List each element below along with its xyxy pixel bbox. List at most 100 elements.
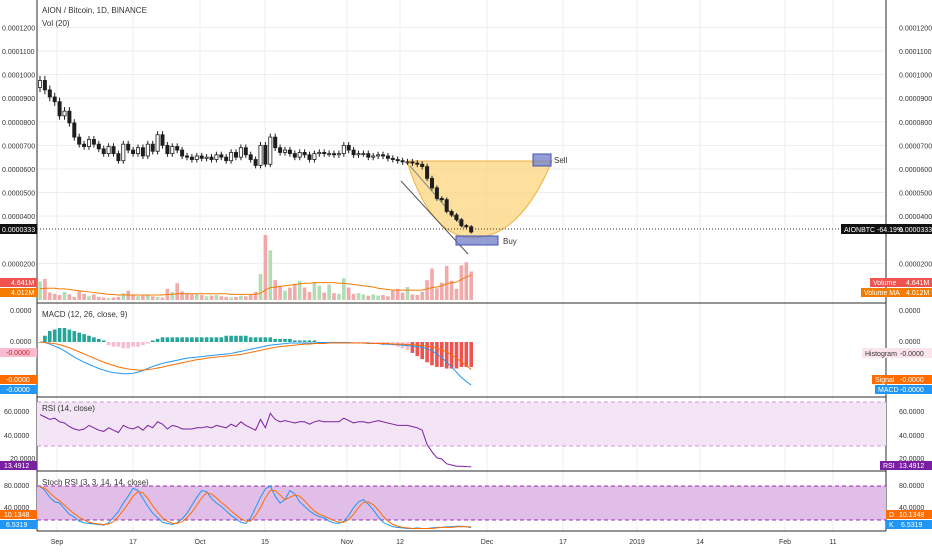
time-axis[interactable]: Sep 17 Oct 15 Nov 12 Dec 17 2019 14 Feb 11 — [51, 539, 837, 546]
candle-body — [248, 154, 253, 160]
volume-bar — [155, 296, 160, 300]
candle-body — [268, 136, 273, 165]
candle-body — [361, 153, 366, 156]
macd-hist-bar — [52, 329, 57, 342]
time-label-7: 17 — [559, 539, 567, 546]
time-label-9: 14 — [696, 539, 704, 546]
candle-body — [307, 154, 312, 160]
volume-bar — [131, 294, 135, 300]
stoch-d-line — [39, 486, 472, 529]
candle-body — [444, 199, 449, 212]
macd-hist-bar — [190, 337, 194, 342]
macd-hist-bar — [288, 338, 292, 342]
volume-bar — [175, 283, 179, 300]
candle-body — [209, 156, 214, 160]
histogram-badge — [862, 348, 932, 358]
symbol-badge-text: AIONBTC -64.19% — [844, 227, 903, 234]
macd-right-tick-2: 0.0000 — [899, 339, 921, 346]
volume-badge-right — [870, 278, 932, 287]
candle-body — [135, 147, 140, 155]
volume-bar — [288, 287, 292, 300]
candle-body — [106, 146, 111, 155]
symbol-badge — [841, 224, 932, 234]
sell-label: Sell — [554, 156, 568, 165]
volume-bar — [239, 295, 243, 300]
macd-hist-bar — [273, 338, 277, 342]
sell-box[interactable] — [532, 153, 552, 167]
candle-body — [459, 219, 464, 226]
volume-bar — [415, 295, 420, 300]
volume-bar — [430, 268, 434, 300]
volume-bar — [405, 286, 410, 300]
volume-bar — [312, 282, 317, 300]
stoch-k-value-right: 6.5319 — [901, 522, 923, 529]
stoch-tick-80-right: 80.0000 — [899, 483, 924, 490]
macd-hist-bar — [415, 342, 420, 357]
rsi-tick-60-right: 60.0000 — [899, 409, 924, 416]
price-tick-left-0: 0.0001200 — [2, 25, 35, 32]
macd-hist-bar — [278, 338, 282, 342]
buy-box[interactable] — [455, 235, 499, 246]
rsi-title: RSI (14, close) — [42, 404, 95, 413]
macd-hist-bar — [160, 337, 165, 342]
candle-body — [449, 211, 454, 216]
volume-value-right: 4.641M — [906, 280, 930, 287]
time-label-10: Feb — [779, 539, 791, 546]
candle-body — [317, 152, 322, 155]
macd-hist-bar — [376, 342, 380, 344]
candle-body — [434, 187, 439, 199]
candlestick-series[interactable] — [38, 75, 474, 234]
volume-bar — [121, 293, 126, 300]
rsi-value-right: 13.4912 — [899, 463, 924, 470]
candle-body — [273, 136, 278, 149]
candle-body — [229, 152, 234, 162]
macd-hist-bar — [440, 342, 444, 367]
volume-bar — [97, 296, 101, 300]
macd-line — [39, 341, 472, 386]
candle-body — [184, 155, 189, 158]
candle-body — [312, 153, 317, 160]
candle-body — [238, 147, 243, 158]
candle-body — [282, 149, 287, 153]
macd-hist-bar — [121, 342, 126, 349]
candle-body — [165, 144, 170, 155]
volume-bar — [283, 290, 287, 300]
price-tick-right-9: 0.0000200 — [899, 261, 932, 268]
candle-body — [464, 225, 469, 228]
stoch-title: Stoch RSI (3, 3, 14, 14, close) — [42, 478, 149, 487]
candle-body — [405, 161, 410, 164]
macd-hist-bar — [410, 342, 415, 353]
macd-hist-bar — [268, 337, 273, 342]
rsi-tick-20-right: 20.0000 — [899, 456, 924, 463]
volume-bar — [449, 280, 454, 300]
volume-bar — [38, 281, 42, 300]
volume-bars — [38, 234, 473, 300]
candle-body — [331, 153, 336, 156]
macd-hist-bar — [391, 342, 395, 346]
stoch-d-badge-right — [886, 510, 932, 519]
macd-hist-bar — [199, 337, 204, 342]
candle-body — [42, 80, 47, 91]
macd-hist-bar — [62, 327, 67, 342]
price-axis[interactable]: 0.0001200 0.0001200 0.0001100 0.0001100 0.00… — [2, 25, 932, 268]
signal-value-left: -0.0000 — [6, 377, 30, 384]
macd-hist-bar — [234, 335, 238, 342]
price-tick-right-3: 0.0000900 — [899, 96, 932, 103]
price-tick-right-2: 0.0001000 — [899, 73, 932, 80]
macd-hist-bar — [116, 342, 121, 347]
macd-hist-bar — [146, 342, 150, 344]
macd-hist-bar — [283, 338, 287, 342]
volume-bar — [146, 294, 150, 300]
volume-bar — [244, 296, 248, 300]
price-tick-left-9: 0.0000200 — [2, 261, 35, 268]
candle-body — [278, 147, 283, 153]
macd-hist-bar — [43, 335, 47, 342]
macd-hist-bar — [312, 340, 317, 342]
volume-bar — [209, 295, 214, 300]
time-label-4: Nov — [341, 539, 354, 546]
macd-hist-bar — [459, 342, 464, 367]
volume-ma-label-right: Volume MA — [864, 290, 900, 297]
macd-hist-bar — [302, 340, 307, 342]
stoch-k-badge-left — [0, 520, 37, 529]
